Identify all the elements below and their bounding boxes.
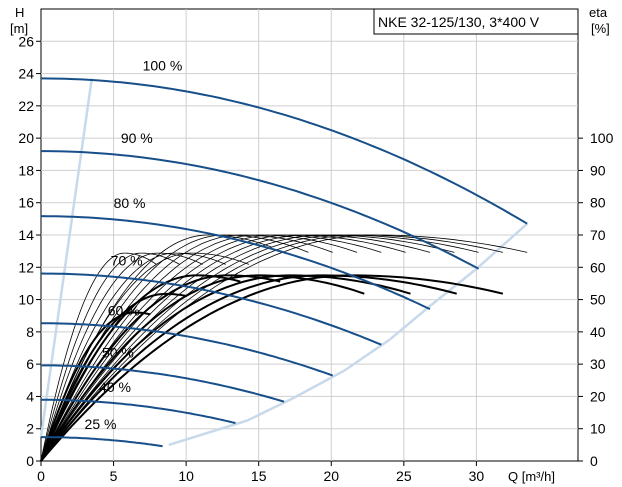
chart-title: NKE 32-125/130, 3*400 V	[378, 14, 540, 30]
y-right-tick-label: 90	[590, 162, 606, 178]
y-left-tick-label: 2	[26, 421, 34, 437]
y-left-label-2: [m]	[10, 21, 28, 36]
head-curve	[41, 364, 285, 403]
efficiency-curve-bold	[40, 274, 457, 462]
x-tick-label: 5	[110, 468, 118, 484]
y-right-tick-label: 80	[590, 195, 606, 211]
y-right-tick-label: 0	[590, 453, 598, 469]
speed-label: 90 %	[121, 130, 153, 146]
y-right-label-2: [%]	[591, 21, 610, 36]
head-curve	[40, 272, 382, 346]
min-flow-limit-line	[39, 78, 94, 437]
efficiency-curve-bold	[40, 292, 188, 462]
y-left-label-1: H	[15, 5, 24, 20]
efficiency-curve-bold	[40, 311, 151, 462]
y-right-tick-label: 50	[590, 292, 606, 308]
head-curves	[40, 77, 528, 448]
efficiency-curve-thin	[40, 252, 226, 462]
efficiency-curve-thin	[40, 252, 180, 462]
head-curve	[41, 436, 163, 448]
x-ticks: 0 5 10 15 20 25 30	[37, 461, 484, 484]
speed-label: 70 %	[111, 253, 143, 269]
x-tick-label: 30	[469, 468, 485, 484]
efficiency-curve-thin	[40, 252, 157, 462]
speed-label: 80 %	[114, 195, 146, 211]
y-right-label-1: eta	[589, 5, 608, 20]
speed-labels: 100 % 90 % 80 % 70 % 60 % 50 % 40 % 25 %	[85, 57, 183, 432]
y-left-tick-label: 26	[18, 33, 34, 49]
x-tick-label: 0	[37, 468, 45, 484]
operating-limits	[39, 78, 529, 447]
y-left-tick-label: 20	[18, 130, 34, 146]
head-curve	[41, 150, 480, 270]
y-right-tick-label: 70	[590, 227, 606, 243]
head-curve	[41, 398, 236, 424]
efficiency-curve-thin	[40, 234, 406, 462]
x-tick-label: 25	[396, 468, 412, 484]
y-left-tick-label: 4	[26, 388, 34, 404]
x-tick-label: 10	[178, 468, 194, 484]
y-left-tick-label: 0	[26, 453, 34, 469]
efficiency-curve-thin	[40, 234, 431, 462]
speed-label: 40 %	[99, 379, 131, 395]
efficiency-curves	[40, 234, 528, 462]
y-right-tick-label: 100	[590, 130, 614, 146]
y-left-tick-label: 10	[18, 292, 34, 308]
speed-label: 25 %	[85, 416, 117, 432]
head-curve	[40, 77, 528, 225]
efficiency-curve-bold	[40, 274, 281, 462]
efficiency-curve-thin	[40, 234, 479, 462]
y-right-tick-label: 10	[590, 421, 606, 437]
y-right-tick-label: 60	[590, 259, 606, 275]
y-left-tick-label: 8	[26, 324, 34, 340]
efficiency-curve-bold	[40, 274, 241, 462]
y-left-tick-label: 6	[26, 356, 34, 372]
efficiency-curve-bold	[40, 274, 365, 462]
efficiency-curve-bold	[40, 274, 411, 462]
speed-label: 60 %	[108, 302, 140, 318]
efficiency-curve-bold	[40, 274, 504, 462]
y-right-tick-label: 40	[590, 324, 606, 340]
title-box	[373, 8, 579, 35]
y-ticks-right: 0 10 20 30 40 50 60 70 80 90 100	[578, 130, 614, 469]
speed-label: 50 %	[102, 344, 134, 360]
y-left-tick-label: 18	[18, 162, 34, 178]
y-left-tick-label: 12	[18, 259, 34, 275]
y-left-tick-label: 16	[18, 195, 34, 211]
y-left-tick-label: 22	[18, 98, 34, 114]
efficiency-curve-thin	[40, 252, 203, 462]
y-left-tick-label: 14	[18, 227, 34, 243]
y-left-tick-label: 24	[18, 66, 34, 82]
efficiency-curve-thin	[40, 252, 250, 462]
x-tick-label: 20	[323, 468, 339, 484]
head-curve	[40, 215, 431, 311]
head-curve	[41, 322, 334, 377]
x-axis-label: Q [m³/h]	[508, 469, 555, 484]
x-tick-label: 15	[251, 468, 267, 484]
efficiency-curve-thin	[40, 234, 455, 462]
y-right-tick-label: 20	[590, 388, 606, 404]
efficiency-curve-thin	[40, 234, 358, 462]
max-flow-limit-line	[168, 222, 529, 447]
speed-label: 100 %	[143, 57, 183, 73]
y-right-tick-label: 30	[590, 356, 606, 372]
